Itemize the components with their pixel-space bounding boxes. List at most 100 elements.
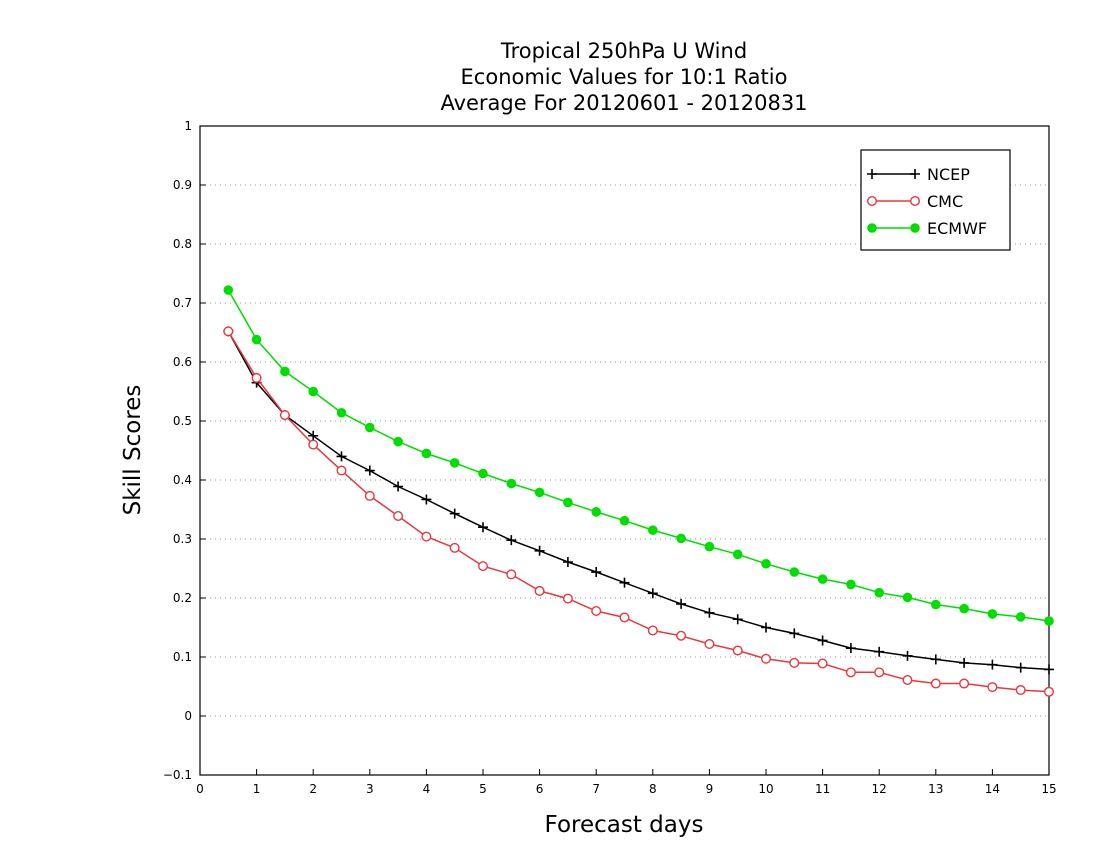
data-point — [987, 682, 998, 693]
data-point — [223, 285, 234, 295]
data-point — [867, 223, 877, 233]
data-point — [704, 607, 715, 618]
data-point — [506, 569, 517, 580]
legend-label: NCEP — [927, 165, 970, 184]
data-point — [365, 422, 375, 433]
data-point — [308, 430, 319, 441]
data-point — [874, 667, 885, 678]
data-point — [867, 169, 877, 179]
data-point — [336, 465, 347, 476]
x-tick-label: 5 — [479, 782, 487, 796]
data-point — [789, 567, 800, 577]
title-line-1: Tropical 250hPa U Wind — [500, 39, 747, 63]
data-point — [308, 386, 319, 397]
data-point — [1044, 616, 1054, 626]
data-point — [931, 599, 941, 610]
data-point — [732, 645, 743, 656]
gridlines — [200, 184, 1049, 717]
x-tick-label: 11 — [815, 782, 830, 796]
legend-entry-ecmwf: ECMWF — [867, 219, 987, 238]
data-point — [930, 678, 941, 689]
data-point — [251, 372, 262, 383]
data-point — [902, 592, 913, 603]
data-point — [732, 614, 743, 625]
data-point — [336, 407, 347, 418]
data-point — [732, 549, 743, 560]
series-ncep — [223, 326, 1054, 675]
data-point — [902, 650, 913, 661]
data-point — [761, 653, 772, 664]
y-tick-label: 0.4 — [173, 473, 192, 487]
x-tick-label: 1 — [253, 782, 261, 796]
series-layer — [223, 285, 1054, 697]
x-tick-label: 2 — [309, 782, 317, 796]
data-point — [591, 507, 602, 517]
y-tick-label: 0.2 — [173, 591, 192, 605]
data-point — [959, 657, 970, 668]
data-point — [478, 468, 488, 479]
data-point — [676, 598, 687, 609]
x-tick-label: 4 — [423, 782, 431, 796]
data-point — [987, 659, 998, 670]
data-point — [364, 490, 375, 501]
data-point — [562, 593, 573, 604]
data-point — [478, 522, 488, 533]
data-point — [534, 487, 545, 498]
y-tick-label: 0.7 — [173, 296, 192, 310]
y-tick-label: −0.1 — [163, 768, 192, 782]
data-point — [959, 678, 970, 689]
data-point — [1015, 685, 1026, 696]
data-point — [619, 612, 630, 623]
data-point — [506, 535, 517, 546]
data-point — [449, 458, 460, 468]
x-tick-label: 13 — [928, 782, 943, 796]
x-tick-label: 9 — [706, 782, 714, 796]
data-point — [336, 451, 347, 462]
data-point — [845, 667, 856, 678]
legend-label: CMC — [927, 192, 963, 211]
data-point — [676, 533, 686, 544]
data-point — [478, 561, 489, 572]
data-point — [845, 643, 856, 654]
data-point — [421, 531, 432, 542]
x-tick-label: 14 — [985, 782, 1000, 796]
data-point — [591, 567, 602, 578]
title-line-2: Economic Values for 10:1 Ratio — [461, 65, 788, 89]
y-tick-label: 0.5 — [173, 414, 192, 428]
data-point — [619, 515, 630, 526]
data-point — [817, 574, 828, 584]
plot-frame — [199, 125, 1050, 776]
legend-entry-cmc: CMC — [867, 192, 963, 211]
data-point — [867, 195, 878, 206]
data-point — [449, 508, 460, 519]
x-axis-label: Forecast days — [545, 812, 704, 838]
data-point — [421, 448, 432, 459]
data-point — [647, 588, 658, 599]
data-point — [910, 195, 921, 206]
data-point — [591, 605, 602, 616]
x-tick-label: 7 — [592, 782, 600, 796]
data-point — [704, 639, 715, 650]
data-point — [817, 658, 828, 669]
data-point — [846, 579, 856, 590]
chart-title: Tropical 250hPa U Wind Economic Values f… — [440, 39, 807, 115]
data-point — [506, 478, 517, 489]
x-tick-label: 6 — [536, 782, 544, 796]
legend: NCEP CMC ECMWF — [860, 149, 1011, 251]
series-ecmwf — [223, 285, 1054, 626]
y-tick-label: 0.6 — [173, 355, 192, 369]
data-point — [562, 557, 573, 568]
data-point — [421, 494, 432, 505]
data-point — [930, 654, 941, 665]
series-cmc — [223, 326, 1054, 697]
y-tick-label: 1 — [184, 119, 192, 133]
data-point — [308, 439, 319, 450]
data-point — [676, 630, 687, 641]
data-point — [251, 334, 262, 345]
x-tick-label: 15 — [1041, 782, 1056, 796]
data-point — [959, 603, 969, 614]
x-tick-label: 3 — [366, 782, 374, 796]
y-tick-label: 0 — [184, 709, 192, 723]
data-point — [534, 545, 545, 556]
